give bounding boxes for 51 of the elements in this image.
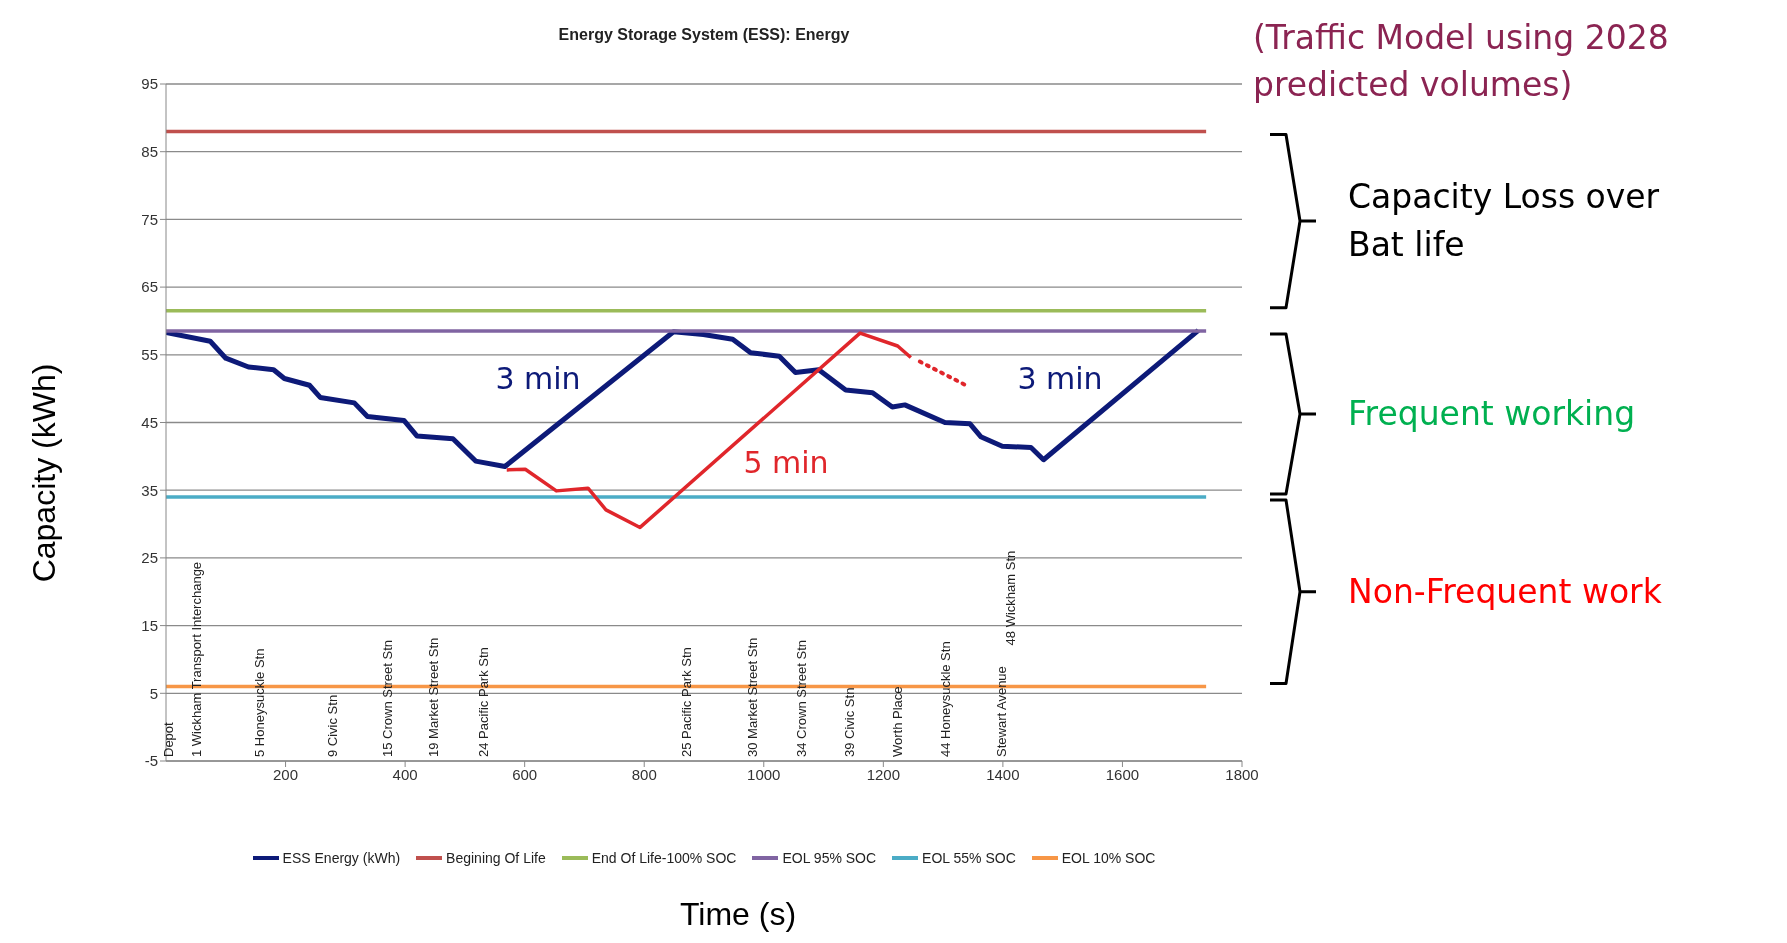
y-tick-label: 55 <box>141 346 158 364</box>
x-tick-label: 1600 <box>1105 765 1140 783</box>
chart-title: Energy Storage System (ESS): Energy <box>557 26 851 44</box>
x-tick-label: 800 <box>631 765 657 783</box>
annotation: Stewart Avenue <box>994 666 1009 757</box>
y-tick-label: 45 <box>141 413 158 431</box>
annotation: 25 Pacific Park Stn <box>679 647 694 757</box>
legend-label: End Of Life-100% SOC <box>591 850 737 866</box>
legend-label: Begining Of Life <box>446 850 546 866</box>
y-tick-label: 25 <box>141 549 158 567</box>
legend-label: EOL 95% SOC <box>782 850 877 866</box>
y-tick-label: 75 <box>141 210 158 228</box>
annotation: 5 Honeysuckle Stn <box>252 648 267 757</box>
text: Capacity Loss over Bat life <box>1348 176 1661 267</box>
x-tick-label: 1800 <box>1225 765 1259 783</box>
x-tick-label: 1400 <box>986 765 1020 783</box>
annotation: 30 Market Street Stn <box>745 637 760 757</box>
y-tick-label: -5 <box>144 752 158 770</box>
annotation: 39 Civic Stn <box>842 687 857 757</box>
y-tick-label: 35 <box>141 481 158 499</box>
x-tick-label: 400 <box>392 765 418 783</box>
y-tick-label: 15 <box>141 616 158 634</box>
x-tick-label: 1200 <box>866 765 901 783</box>
text: Non-Frequent work <box>1348 570 1663 613</box>
annotation: Depot <box>161 721 176 757</box>
text: Frequent working <box>1348 393 1637 436</box>
annotation: 3 min <box>495 360 581 396</box>
y-axis-title: Capacity (kWh) <box>25 363 63 583</box>
text: (Traffic Model using 2028 predicted volumes) <box>1253 17 1670 106</box>
annotation: 44 Honeysuckle Stn <box>938 641 953 757</box>
y-tick-label: 85 <box>141 143 158 161</box>
annotation: 34 Crown Street Stn <box>794 639 809 757</box>
y-tick-label: 65 <box>141 278 158 296</box>
annotation: 48 Wickham Stn <box>1003 550 1018 646</box>
annotation: 24 Pacific Park Stn <box>476 647 491 757</box>
annotation: Worth Place <box>890 686 905 757</box>
x-axis-title: Time (s) <box>679 896 797 933</box>
legend-label: EOL 55% SOC <box>922 850 1016 866</box>
annotation: 19 Market Street Stn <box>426 637 441 757</box>
annotation: 1 Wickham Transport Interchange <box>189 561 204 757</box>
x-tick-label: 200 <box>273 765 299 783</box>
x-tick-label: 600 <box>512 765 538 783</box>
y-tick-label: 95 <box>141 75 158 93</box>
annotation: 3 min <box>1017 360 1103 396</box>
annotation: 15 Crown Street Stn <box>380 639 395 757</box>
annotation: 9 Civic Stn <box>325 694 340 757</box>
annotation: 5 min <box>743 444 829 480</box>
x-tick-label: 1000 <box>747 765 781 783</box>
legend-label: EOL 10% SOC <box>1061 850 1156 866</box>
legend-label: ESS Energy (kWh) <box>282 850 401 866</box>
y-tick-label: 5 <box>149 684 158 702</box>
